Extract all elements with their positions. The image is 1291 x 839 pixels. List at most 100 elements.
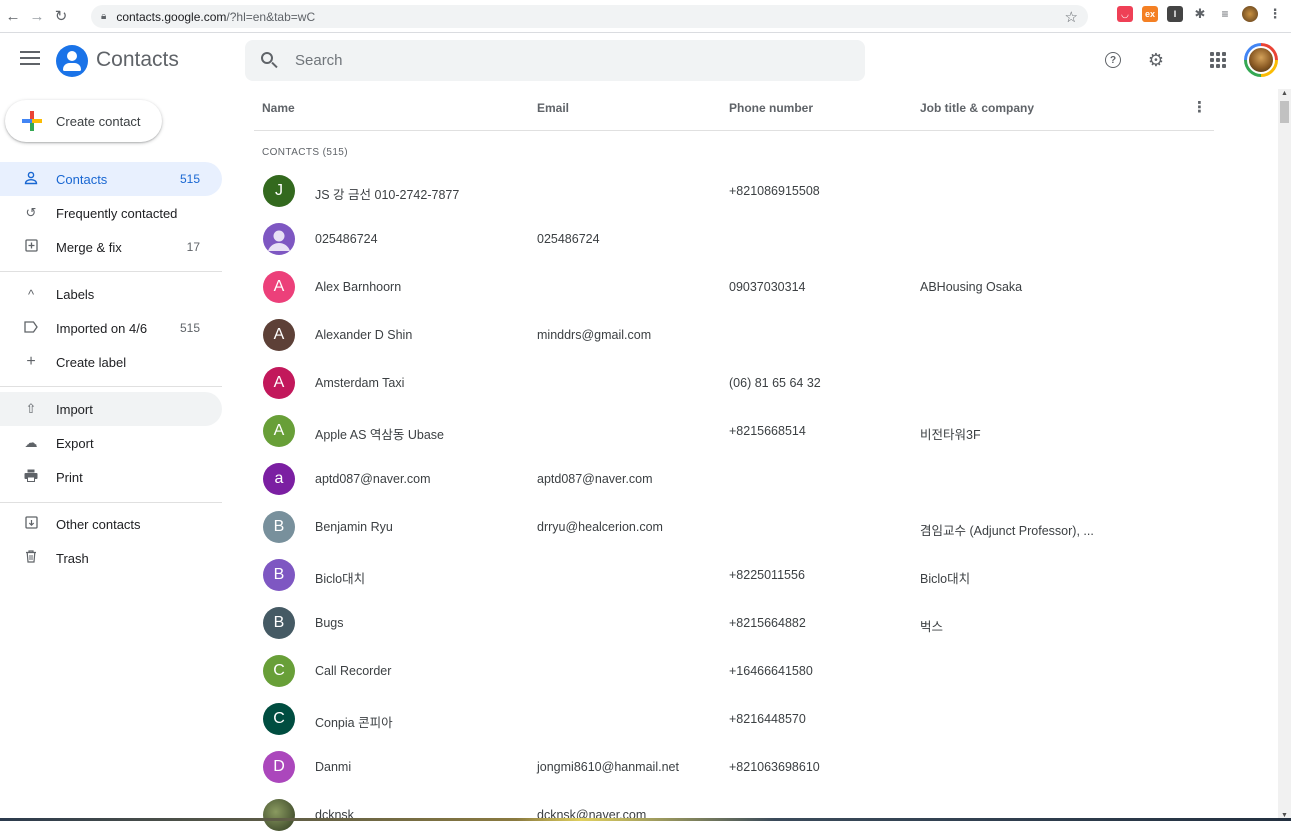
search-input[interactable] xyxy=(295,52,795,69)
sidebar-item-other-contacts[interactable]: Other contacts xyxy=(0,507,222,541)
browser-menu-icon[interactable]: ⋮ xyxy=(1268,6,1282,21)
sidebar-item-merge-fix[interactable]: Merge & fix 17 xyxy=(0,230,222,264)
merge-icon xyxy=(21,239,41,255)
sidebar-item-contacts[interactable]: Contacts 515 xyxy=(0,162,222,196)
print-icon xyxy=(21,469,41,485)
profile-avatar-icon[interactable] xyxy=(1242,6,1258,22)
contacts-list: Name Email Phone number Job title & comp… xyxy=(254,89,1214,831)
contact-avatar-default-icon xyxy=(263,223,295,255)
sidebar-item-label: Other contacts xyxy=(56,516,141,532)
column-header-row: Name Email Phone number Job title & comp… xyxy=(254,89,1214,131)
contact-row[interactable]: B Benjamin Ryu drryu@healcerion.com 겸임교수 (A… xyxy=(254,503,1214,551)
contact-avatar: C xyxy=(263,655,295,687)
settings-gear-icon[interactable]: ⚙ xyxy=(1147,49,1165,70)
sidebar-item-imported[interactable]: Imported on 4/6 515 xyxy=(0,311,222,345)
back-icon[interactable]: ← xyxy=(5,7,21,25)
account-avatar[interactable] xyxy=(1244,43,1278,77)
create-contact-label: Create contact xyxy=(56,113,141,129)
contact-row[interactable]: C Conpia 콘피아 +8216448570 xyxy=(254,695,1214,743)
contact-email: drryu@healcerion.com xyxy=(537,520,663,534)
contact-row[interactable]: D Danmi jongmi8610@hanmail.net +82106369861… xyxy=(254,743,1214,791)
plus-icon: + xyxy=(26,353,36,370)
column-more-icon[interactable]: ⋮ xyxy=(1192,99,1207,116)
column-header-name[interactable]: Name xyxy=(262,101,295,115)
search-icon[interactable] xyxy=(261,51,279,70)
contact-name: JS 강 금선 010-2742-7877 xyxy=(315,188,460,202)
contact-name: Biclo대치 xyxy=(315,572,366,586)
contact-job: 겸임교수 (Adjunct Professor), ... xyxy=(920,524,1094,538)
contacts-logo-icon xyxy=(56,45,88,77)
contact-row[interactable]: B Bugs +8215664882 벅스 xyxy=(254,599,1214,647)
scroll-up-icon[interactable]: ▲ xyxy=(1281,90,1288,97)
contact-row[interactable]: a aptd087@naver.com aptd087@naver.com xyxy=(254,455,1214,503)
app-title: Contacts xyxy=(96,48,179,71)
contact-phone: 09037030314 xyxy=(729,280,806,294)
contact-row[interactable]: A Alexander D Shin minddrs@gmail.com xyxy=(254,311,1214,359)
label-icon xyxy=(21,320,41,336)
contact-row[interactable]: A Amsterdam Taxi (06) 81 65 64 32 xyxy=(254,359,1214,407)
scrollbar-thumb[interactable] xyxy=(1280,101,1289,123)
extensions-bar: ◡ ex I ✱ ≡ ⋮ xyxy=(1117,6,1283,22)
sidebar-item-create-label[interactable]: + Create label xyxy=(0,345,222,379)
contact-avatar: B xyxy=(263,511,295,543)
scroll-down-icon[interactable]: ▼ xyxy=(1281,812,1288,819)
contact-row[interactable]: dcknsk dcknsk@naver.com xyxy=(254,791,1214,839)
contact-name: Alex Barnhoorn xyxy=(315,280,402,294)
bookmark-star-icon[interactable]: ☆ xyxy=(1064,9,1078,26)
contact-row[interactable]: C Call Recorder +16466641580 xyxy=(254,647,1214,695)
column-header-job[interactable]: Job title & company xyxy=(920,101,1035,115)
sidebar-item-label: Contacts xyxy=(56,171,108,187)
ext-orange-icon[interactable]: ex xyxy=(1142,6,1158,22)
sidebar-item-label: Imported on 4/6 xyxy=(56,320,148,336)
sidebar-item-labels[interactable]: ^ Labels xyxy=(0,277,222,311)
address-bar[interactable]: 🔒︎ contacts.google.com/?hl=en&tab=wC ☆ xyxy=(91,5,1088,28)
sidebar-item-trash[interactable]: Trash xyxy=(0,541,222,575)
plus-color-icon xyxy=(22,111,42,131)
column-header-phone[interactable]: Phone number xyxy=(729,101,814,115)
contact-row[interactable]: A Apple AS 역삼동 Ubase +8215668514 비전타워3F xyxy=(254,407,1214,455)
column-header-email[interactable]: Email xyxy=(537,101,570,115)
sidebar-item-import[interactable]: ⇧ Import xyxy=(0,392,222,426)
help-icon[interactable]: ? xyxy=(1105,52,1121,68)
sidebar-item-frequently-contacted[interactable]: ↺ Frequently contacted xyxy=(0,196,222,230)
contact-email: 025486724 xyxy=(537,232,600,246)
media-queue-icon[interactable]: ≡ xyxy=(1221,7,1229,21)
google-apps-icon[interactable] xyxy=(1210,52,1226,68)
forward-icon[interactable]: → xyxy=(29,7,45,25)
browser-toolbar: ← → ↻ 🔒︎ contacts.google.com/?hl=en&tab=… xyxy=(0,0,1291,33)
reload-icon[interactable]: ↻ xyxy=(54,8,68,25)
search-bar[interactable] xyxy=(245,40,865,81)
create-contact-button[interactable]: Create contact xyxy=(5,100,162,142)
contact-row[interactable]: B Biclo대치 +8225011556 Biclo대치 xyxy=(254,551,1214,599)
sidebar-item-label: Frequently contacted xyxy=(56,205,178,221)
contact-avatar: B xyxy=(263,607,295,639)
ext-dark-icon[interactable]: I xyxy=(1167,6,1183,22)
pocket-icon[interactable]: ◡ xyxy=(1117,6,1133,22)
contact-avatar: J xyxy=(263,175,295,207)
url-path: /?hl=en&tab=wC xyxy=(226,9,316,24)
section-label: CONTACTS (515) xyxy=(262,147,348,158)
sidebar-item-label: Export xyxy=(56,435,94,451)
sidebar-item-print[interactable]: Print xyxy=(0,460,222,494)
contact-name: Bugs xyxy=(315,616,344,630)
contact-row[interactable]: 025486724 025486724 xyxy=(254,215,1214,263)
contact-phone: +8225011556 xyxy=(729,568,805,582)
contact-phone: +8216448570 xyxy=(729,712,806,726)
contact-email: minddrs@gmail.com xyxy=(537,328,652,342)
puzzle-icon[interactable]: ✱ xyxy=(1194,6,1206,21)
page-scrollbar[interactable]: ▲ ▼ xyxy=(1278,89,1291,821)
sidebar-item-label: Import xyxy=(56,401,93,417)
sidebar-item-label: Create label xyxy=(56,354,127,370)
main-menu-icon[interactable] xyxy=(20,51,40,69)
contact-phone: +8215668514 xyxy=(729,424,806,438)
contact-job: ABHousing Osaka xyxy=(920,280,1023,294)
sidebar-divider xyxy=(0,271,222,272)
contact-phone: +821063698610 xyxy=(729,760,820,774)
contact-row[interactable]: J JS 강 금선 010-2742-7877 +821086915508 xyxy=(254,167,1214,215)
sidebar-item-count: 515 xyxy=(179,321,200,335)
sidebar-item-label: Labels xyxy=(56,286,95,302)
trash-icon xyxy=(21,550,41,566)
sidebar-item-export[interactable]: ☁ Export xyxy=(0,426,222,460)
contact-row[interactable]: A Alex Barnhoorn 09037030314 ABHousing Osak… xyxy=(254,263,1214,311)
contact-avatar: A xyxy=(263,367,295,399)
